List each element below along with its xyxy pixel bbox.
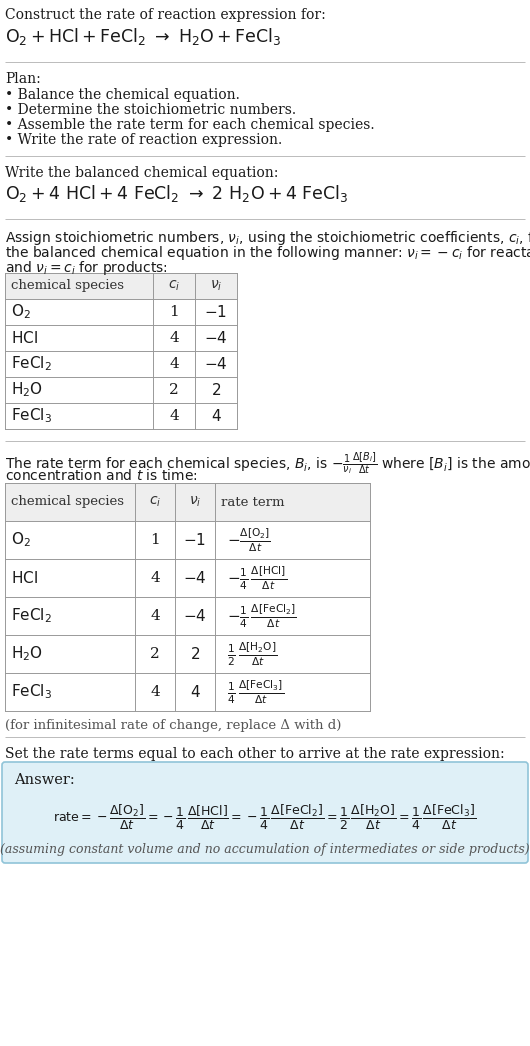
Text: $\mathrm{FeCl_2}$: $\mathrm{FeCl_2}$ — [11, 607, 52, 626]
Text: $c_i$: $c_i$ — [168, 279, 180, 293]
Text: Assign stoichiometric numbers, $\nu_i$, using the stoichiometric coefficients, $: Assign stoichiometric numbers, $\nu_i$, … — [5, 229, 530, 247]
Text: $-\frac{1}{4}\,\frac{\Delta[\mathrm{HCl}]}{\Delta t}$: $-\frac{1}{4}\,\frac{\Delta[\mathrm{HCl}… — [227, 564, 287, 592]
Text: $-4$: $-4$ — [204, 356, 228, 372]
Text: $-\frac{\Delta[\mathrm{O_2}]}{\Delta t}$: $-\frac{\Delta[\mathrm{O_2}]}{\Delta t}$ — [227, 526, 271, 553]
Text: $\frac{1}{4}\,\frac{\Delta[\mathrm{FeCl_3}]}{\Delta t}$: $\frac{1}{4}\,\frac{\Delta[\mathrm{FeCl_… — [227, 678, 284, 706]
Text: 2: 2 — [169, 383, 179, 397]
Text: $2$: $2$ — [190, 646, 200, 662]
Text: • Balance the chemical equation.: • Balance the chemical equation. — [5, 88, 240, 103]
Text: 4: 4 — [150, 571, 160, 585]
Text: Set the rate terms equal to each other to arrive at the rate expression:: Set the rate terms equal to each other t… — [5, 747, 505, 761]
Text: $\mathrm{FeCl_3}$: $\mathrm{FeCl_3}$ — [11, 407, 52, 426]
Text: $-1$: $-1$ — [183, 532, 207, 548]
Text: rate term: rate term — [221, 496, 285, 508]
Text: $\mathrm{O_2 + 4\ HCl + 4\ FeCl_2 \ \rightarrow \ 2\ H_2O + 4\ FeCl_3}$: $\mathrm{O_2 + 4\ HCl + 4\ FeCl_2 \ \rig… — [5, 183, 348, 204]
Text: $\mathrm{O_2}$: $\mathrm{O_2}$ — [11, 302, 31, 321]
Text: $\mathrm{rate} = -\dfrac{\Delta[\mathrm{O_2}]}{\Delta t} = -\dfrac{1}{4}\,\dfrac: $\mathrm{rate} = -\dfrac{\Delta[\mathrm{… — [54, 803, 476, 832]
Text: 1: 1 — [169, 305, 179, 319]
Text: $-4$: $-4$ — [204, 329, 228, 346]
Text: 1: 1 — [150, 533, 160, 547]
Text: 4: 4 — [150, 685, 160, 699]
Text: $\mathrm{FeCl_3}$: $\mathrm{FeCl_3}$ — [11, 683, 52, 702]
Text: $\mathrm{H_2O}$: $\mathrm{H_2O}$ — [11, 381, 43, 400]
Text: Write the balanced chemical equation:: Write the balanced chemical equation: — [5, 166, 278, 180]
Text: $c_i$: $c_i$ — [149, 495, 161, 509]
Text: $\mathrm{O_2}$: $\mathrm{O_2}$ — [11, 530, 31, 549]
Text: $\frac{1}{2}\,\frac{\Delta[\mathrm{H_2O}]}{\Delta t}$: $\frac{1}{2}\,\frac{\Delta[\mathrm{H_2O}… — [227, 640, 277, 667]
Text: $\nu_i$: $\nu_i$ — [189, 495, 201, 509]
Text: $2$: $2$ — [211, 382, 221, 397]
Text: $4$: $4$ — [210, 408, 222, 424]
Text: concentration and $t$ is time:: concentration and $t$ is time: — [5, 468, 198, 483]
FancyBboxPatch shape — [2, 761, 528, 863]
Text: $\mathrm{HCl}$: $\mathrm{HCl}$ — [11, 329, 38, 346]
Text: $-4$: $-4$ — [183, 608, 207, 624]
Text: The rate term for each chemical species, $B_i$, is $-\frac{1}{\nu_i}\frac{\Delta: The rate term for each chemical species,… — [5, 451, 530, 477]
Bar — [5, 483, 370, 711]
Text: $-1$: $-1$ — [205, 304, 227, 320]
Text: $\mathrm{HCl}$: $\mathrm{HCl}$ — [11, 570, 38, 586]
Bar — [5, 483, 370, 521]
Text: Answer:: Answer: — [14, 773, 75, 787]
Text: chemical species: chemical species — [11, 279, 124, 293]
Text: $4$: $4$ — [190, 684, 200, 700]
Bar — [5, 273, 237, 429]
Text: Plan:: Plan: — [5, 72, 41, 86]
Bar — [5, 273, 237, 299]
Text: 4: 4 — [150, 609, 160, 623]
Text: (assuming constant volume and no accumulation of intermediates or side products): (assuming constant volume and no accumul… — [0, 843, 530, 856]
Text: $\mathrm{H_2O}$: $\mathrm{H_2O}$ — [11, 644, 43, 663]
Text: (for infinitesimal rate of change, replace Δ with d): (for infinitesimal rate of change, repla… — [5, 719, 341, 732]
Text: • Assemble the rate term for each chemical species.: • Assemble the rate term for each chemic… — [5, 118, 375, 132]
Text: Construct the rate of reaction expression for:: Construct the rate of reaction expressio… — [5, 8, 326, 22]
Text: $-4$: $-4$ — [183, 570, 207, 586]
Text: $\mathrm{O_2 + HCl + FeCl_2 \ \rightarrow \ H_2O + FeCl_3}$: $\mathrm{O_2 + HCl + FeCl_2 \ \rightarro… — [5, 26, 281, 47]
Text: 2: 2 — [150, 647, 160, 661]
Text: • Write the rate of reaction expression.: • Write the rate of reaction expression. — [5, 133, 282, 147]
Text: 4: 4 — [169, 357, 179, 371]
Text: chemical species: chemical species — [11, 496, 124, 508]
Text: • Determine the stoichiometric numbers.: • Determine the stoichiometric numbers. — [5, 103, 296, 117]
Text: the balanced chemical equation in the following manner: $\nu_i = -c_i$ for react: the balanced chemical equation in the fo… — [5, 244, 530, 262]
Text: $-\frac{1}{4}\,\frac{\Delta[\mathrm{FeCl_2}]}{\Delta t}$: $-\frac{1}{4}\,\frac{\Delta[\mathrm{FeCl… — [227, 602, 297, 630]
Text: and $\nu_i = c_i$ for products:: and $\nu_i = c_i$ for products: — [5, 259, 168, 277]
Text: $\mathrm{FeCl_2}$: $\mathrm{FeCl_2}$ — [11, 355, 52, 373]
Text: 4: 4 — [169, 409, 179, 423]
Text: $\nu_i$: $\nu_i$ — [210, 279, 222, 293]
Text: 4: 4 — [169, 331, 179, 345]
